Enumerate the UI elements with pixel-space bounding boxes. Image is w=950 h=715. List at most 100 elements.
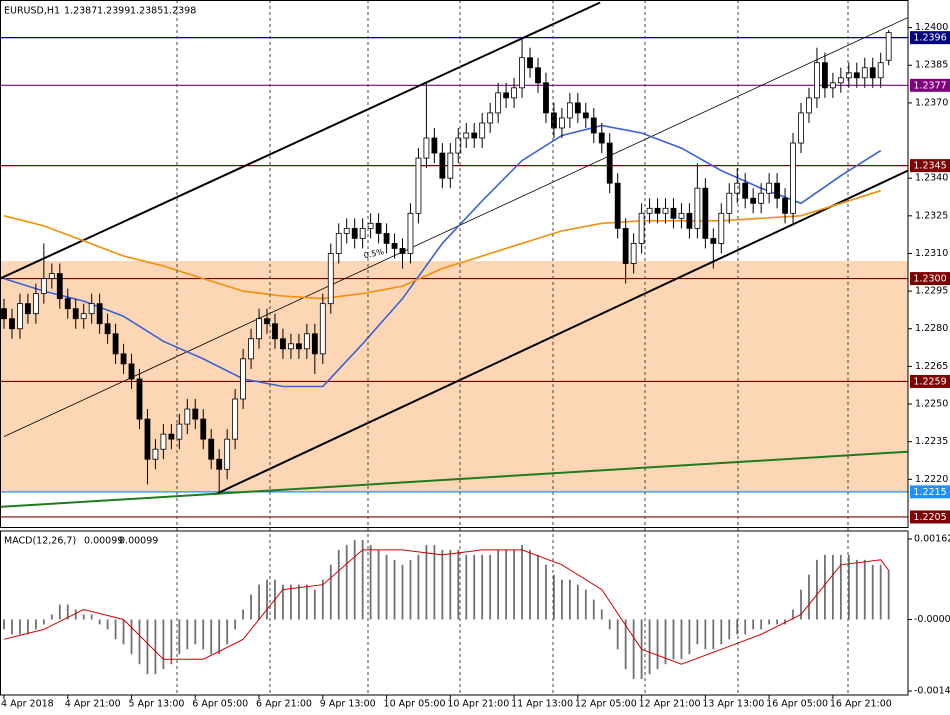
candle-body xyxy=(343,227,350,234)
macd-bar xyxy=(664,619,667,665)
axes: 1.2400 1.2385 1.2370 1.2340 1.2325 1.2310 1.22… xyxy=(1,22,950,710)
macd-bar xyxy=(481,554,484,620)
y-tick-label: 1.2325 xyxy=(915,210,948,221)
y-tick-label: 1.2340 xyxy=(915,173,948,184)
candle-body xyxy=(814,62,820,99)
macd-bar xyxy=(401,564,404,620)
candle-body xyxy=(272,323,278,340)
candle-body xyxy=(574,102,581,114)
macd-bar xyxy=(305,584,308,620)
macd-bar xyxy=(672,619,675,660)
macd-bar xyxy=(417,554,420,620)
candle-body xyxy=(582,112,589,119)
macd-bar xyxy=(313,589,316,620)
x-tick-label: 6 Apr 21:00 xyxy=(256,699,312,710)
macd-bar xyxy=(632,619,635,680)
macd-bar xyxy=(234,619,237,630)
macd-bar xyxy=(361,539,364,620)
macd-bar xyxy=(608,619,611,630)
candle-body xyxy=(829,82,836,89)
macd-bar xyxy=(473,554,476,620)
trend-line xyxy=(214,169,908,496)
candle-body xyxy=(375,222,382,234)
level-label: 1.2215 xyxy=(913,487,946,498)
macd-bar xyxy=(385,554,388,620)
macd-bar xyxy=(74,609,77,620)
period-separators xyxy=(176,0,849,695)
macd-bar xyxy=(584,589,587,620)
candle-body xyxy=(551,112,557,129)
macd-bar xyxy=(210,619,213,655)
macd-bar xyxy=(616,619,619,650)
candle-body xyxy=(535,67,541,84)
level-label-box xyxy=(910,78,950,92)
candle-body xyxy=(869,67,876,79)
candle-body xyxy=(351,227,358,239)
candle-body xyxy=(606,142,613,184)
macd-bar xyxy=(457,549,460,620)
macd-bar xyxy=(568,579,571,620)
candle-body xyxy=(160,433,167,450)
macd-bar xyxy=(808,574,810,620)
macd-bar xyxy=(58,604,61,620)
macd-bar xyxy=(712,619,715,650)
candle-body xyxy=(295,343,302,350)
candle-body xyxy=(718,212,725,244)
macd-bar xyxy=(266,579,268,620)
macd-bar xyxy=(696,619,699,645)
candle-body xyxy=(104,323,111,335)
y-tick-label: 1.2295 xyxy=(915,286,948,297)
macd-bar xyxy=(704,619,707,650)
candle-body xyxy=(806,97,812,114)
macd-bar xyxy=(839,554,842,620)
x-tick-label: 9 Apr 13:00 xyxy=(320,699,376,710)
macd-bar xyxy=(3,619,5,630)
candle-body xyxy=(845,72,852,79)
candle-body xyxy=(622,227,629,264)
candle-body xyxy=(303,333,310,350)
candle-body xyxy=(407,212,414,254)
candle-body xyxy=(391,243,398,249)
ohlc-low: 1.2385 xyxy=(130,6,163,17)
main-pane xyxy=(0,1,908,518)
macd-bar xyxy=(648,619,651,675)
macd-border xyxy=(0,530,909,696)
macd-bar xyxy=(887,570,890,620)
candle-body xyxy=(471,132,478,139)
macd-title: MACD(12,26,7) xyxy=(4,536,76,547)
macd-bar xyxy=(441,549,444,620)
macd-bar xyxy=(226,619,229,645)
macd-bar xyxy=(576,584,579,620)
candle-body xyxy=(136,378,143,420)
macd-bar xyxy=(369,544,372,620)
candle-body xyxy=(383,232,390,244)
candle-body xyxy=(208,438,215,460)
level-label: 1.2377 xyxy=(913,80,946,91)
macd-bar xyxy=(855,559,858,620)
y-tick-label: 1.2235 xyxy=(915,436,948,447)
macd-bar xyxy=(258,584,260,620)
level-label: 1.2259 xyxy=(913,376,946,387)
ohlc-open: 1.2387 xyxy=(64,6,97,17)
macd-bar xyxy=(545,564,547,620)
candle-body xyxy=(702,187,709,239)
macd-bar xyxy=(776,619,778,625)
y-tick-label: 1.2385 xyxy=(915,60,948,71)
macd-bar xyxy=(353,539,356,620)
trend-line xyxy=(0,450,908,508)
x-tick-label: 12 Apr 21:00 xyxy=(639,699,701,710)
macd-bar xyxy=(34,619,37,630)
macd-bar xyxy=(114,619,117,640)
level-label-box xyxy=(910,31,950,45)
y-tick-label: 1.2265 xyxy=(915,361,948,372)
y-tick-label: 1.2280 xyxy=(915,323,948,334)
candle-body xyxy=(439,152,446,179)
macd-bar xyxy=(409,559,412,620)
candle-body xyxy=(662,207,669,214)
macd-bar xyxy=(847,554,850,620)
macd-pane xyxy=(3,539,890,680)
macd-bar xyxy=(592,599,595,620)
macd-bar xyxy=(553,574,555,620)
y-tick-label: -0.00144 xyxy=(914,686,950,697)
candle-body xyxy=(48,273,55,279)
